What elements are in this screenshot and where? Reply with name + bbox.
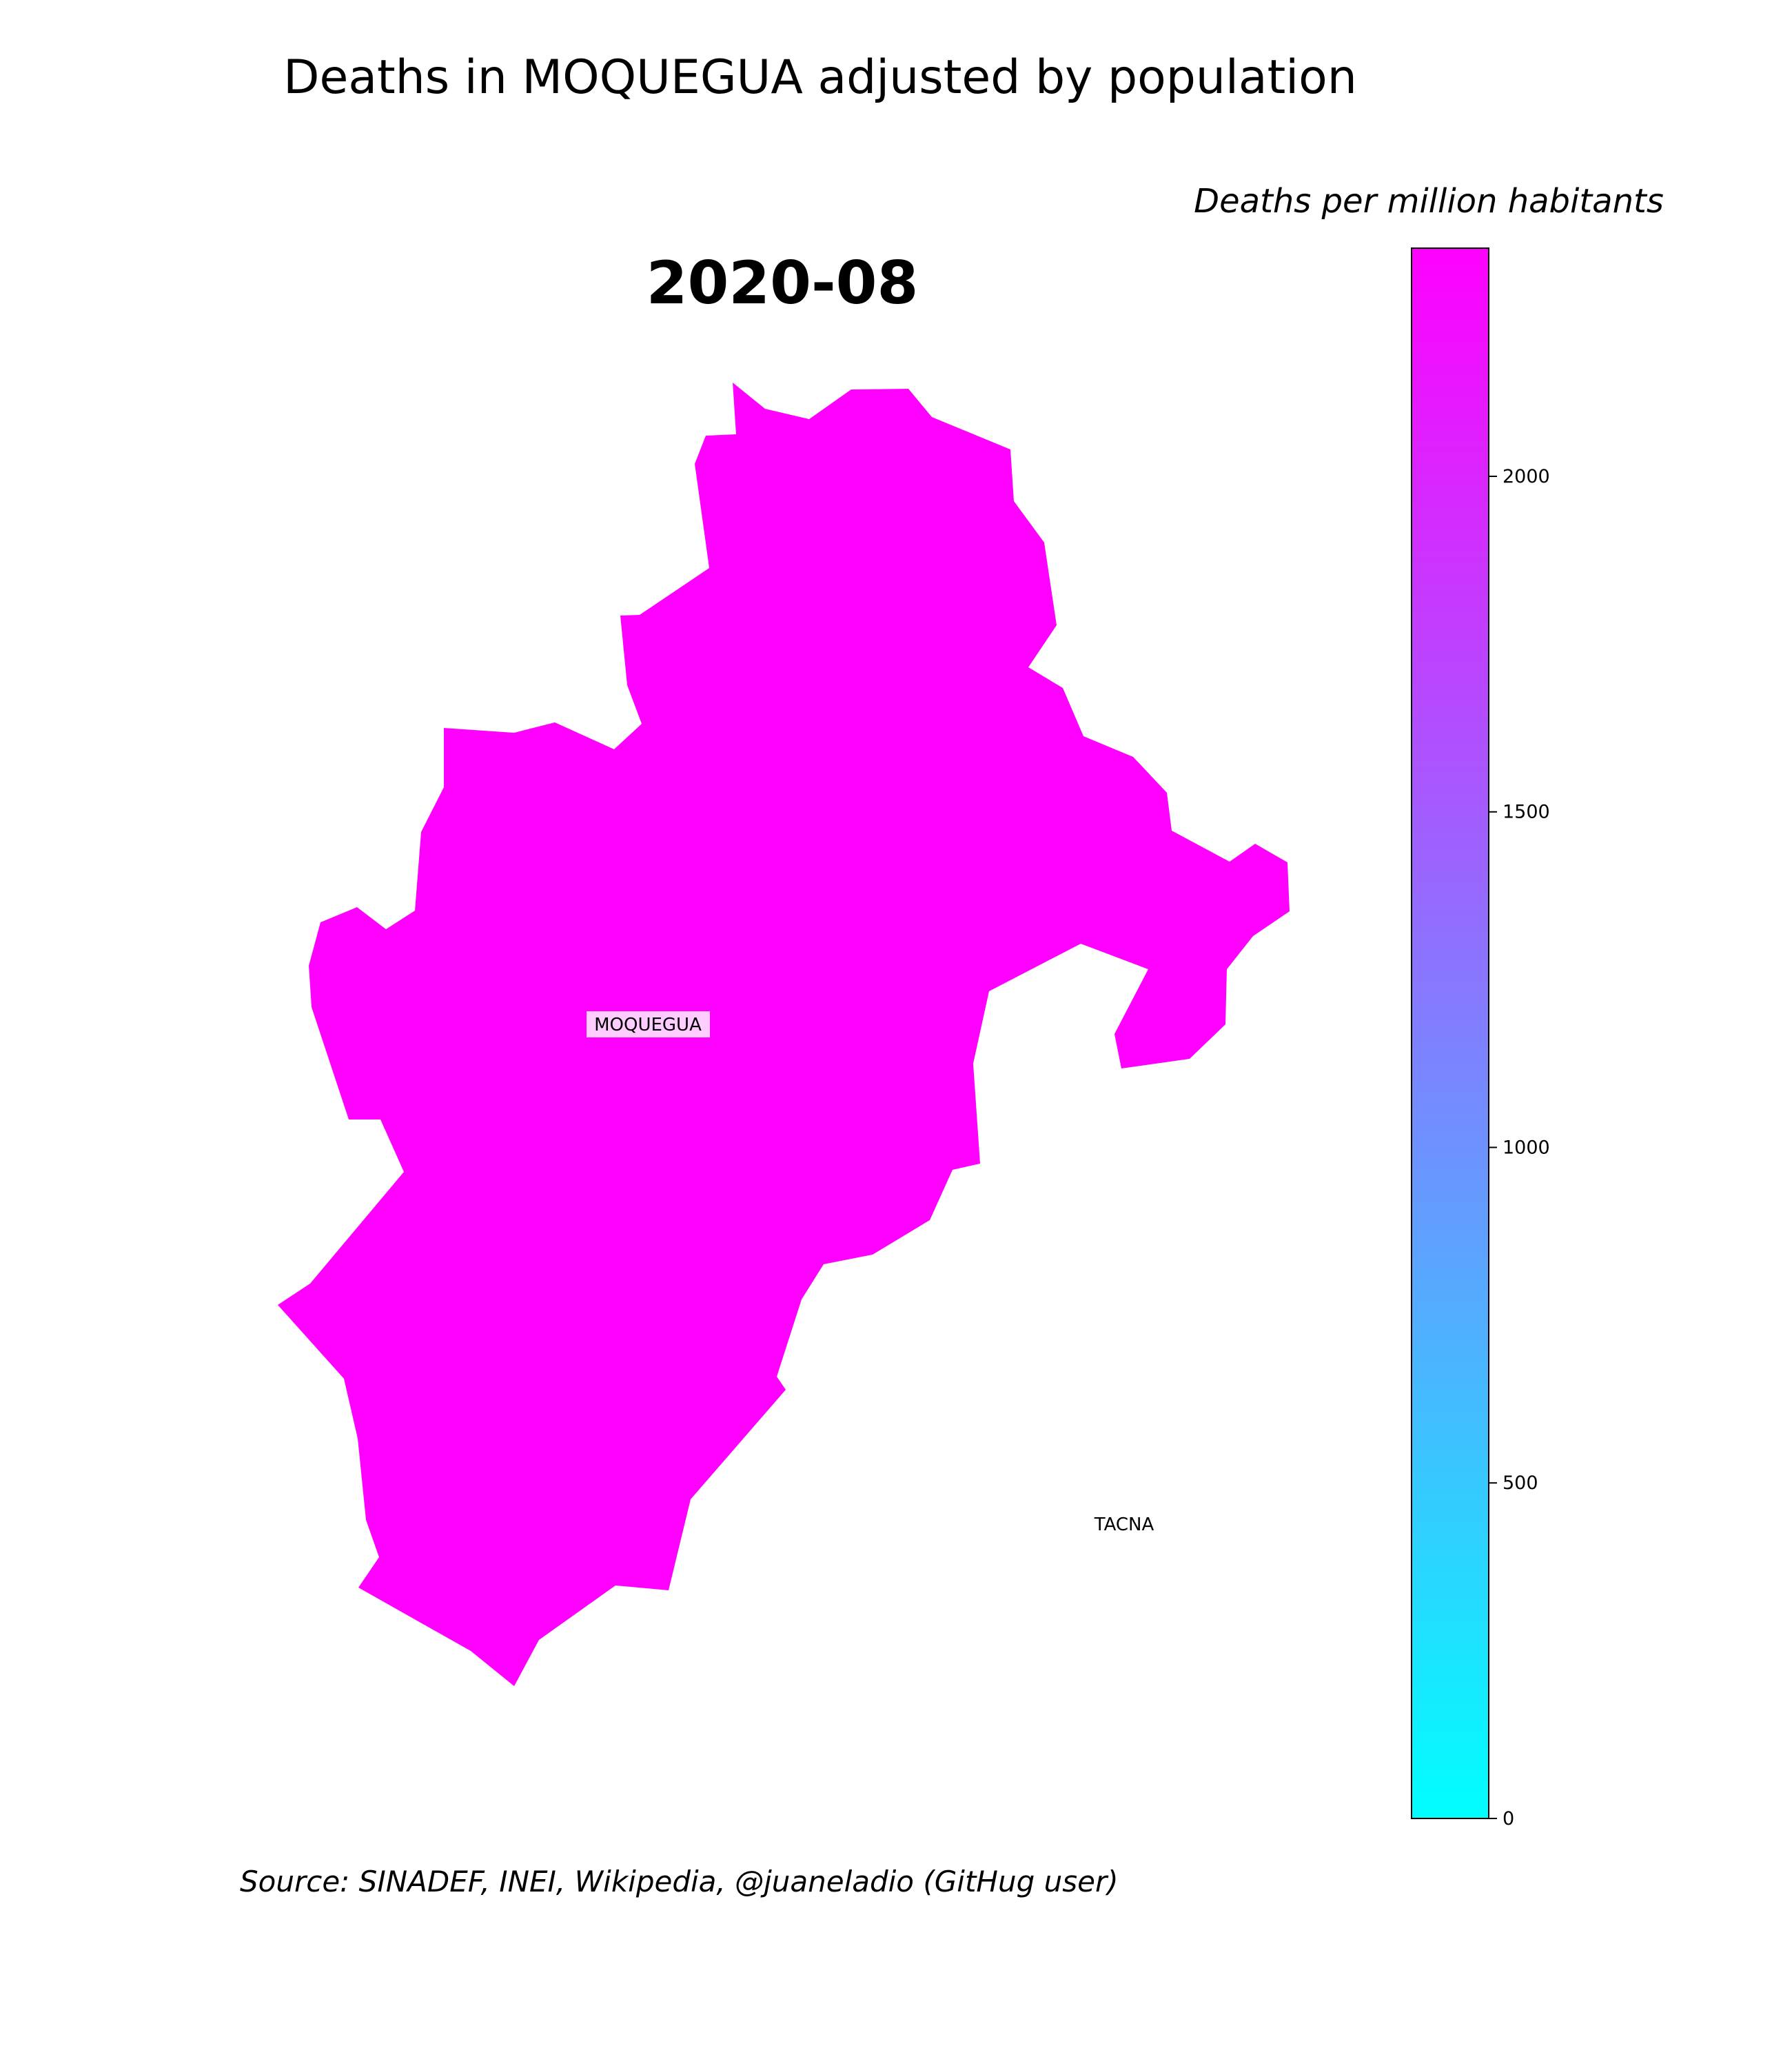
region-label-tacna: TACNA [1094, 1514, 1154, 1535]
colorbar-tick-label: 0 [1503, 1808, 1514, 1829]
source-note: Source: SINADEF, INEI, Wikipedia, @juane… [240, 1865, 1119, 1898]
colorbar-tick-label: 1500 [1503, 802, 1550, 823]
region-label-moquegua: MOQUEGUA [594, 1015, 702, 1035]
period-title: 2020-08 [646, 249, 919, 318]
map-area: MOQUEGUA TACNA [278, 383, 1290, 1686]
colorbar-tick-label: 2000 [1503, 466, 1550, 487]
region-label-box-moquegua [587, 1011, 710, 1037]
figure-title: Deaths in MOQUEGUA adjusted by populatio… [283, 50, 1357, 105]
colorbar-tick-label: 1000 [1503, 1137, 1550, 1158]
colorbar-gradient [1411, 247, 1489, 1819]
colorbar-tick-label: 500 [1503, 1472, 1538, 1494]
colorbar-title: Deaths per million habitants [1194, 182, 1664, 221]
region-moquegua[interactable] [278, 383, 1290, 1686]
colorbar-ticks: 0 500 1000 1500 2000 [1489, 466, 1550, 1829]
colorbar: 0 500 1000 1500 2000 [1411, 247, 1550, 1829]
